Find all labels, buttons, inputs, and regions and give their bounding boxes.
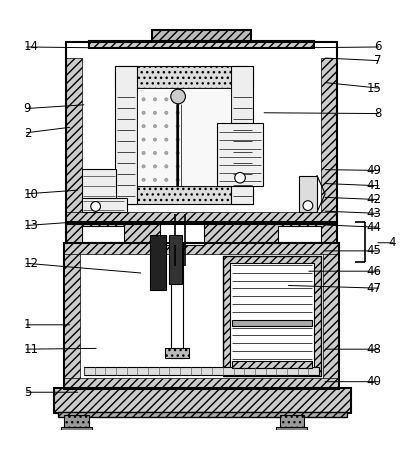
- Circle shape: [153, 98, 157, 101]
- Bar: [217, 123, 263, 186]
- Circle shape: [165, 165, 168, 168]
- Circle shape: [303, 201, 313, 211]
- Text: 12: 12: [24, 256, 39, 270]
- Text: 4: 4: [388, 236, 396, 249]
- Text: 10: 10: [24, 188, 38, 201]
- Bar: [171, 243, 182, 358]
- Bar: [82, 169, 116, 200]
- Circle shape: [176, 138, 179, 141]
- Circle shape: [176, 151, 179, 154]
- Circle shape: [165, 111, 168, 115]
- Bar: [230, 263, 314, 369]
- Bar: [231, 66, 253, 204]
- Text: 48: 48: [366, 342, 381, 356]
- Bar: [232, 320, 312, 326]
- Bar: [66, 212, 337, 225]
- Bar: [58, 412, 347, 417]
- Text: 7: 7: [374, 54, 381, 67]
- Circle shape: [153, 151, 157, 154]
- Text: 2: 2: [24, 126, 31, 140]
- Circle shape: [165, 138, 168, 141]
- Circle shape: [176, 125, 179, 128]
- Bar: [160, 222, 204, 245]
- Bar: [299, 176, 317, 212]
- Circle shape: [171, 89, 185, 104]
- Text: 41: 41: [366, 179, 381, 193]
- Bar: [61, 427, 92, 432]
- Bar: [115, 66, 253, 88]
- Bar: [323, 243, 339, 389]
- Circle shape: [176, 98, 179, 101]
- Circle shape: [142, 98, 145, 101]
- Bar: [165, 348, 189, 358]
- Text: 46: 46: [366, 265, 381, 278]
- Circle shape: [165, 125, 168, 128]
- Text: 5: 5: [24, 386, 31, 399]
- Text: 45: 45: [366, 244, 381, 257]
- Bar: [66, 222, 337, 245]
- Circle shape: [142, 151, 145, 154]
- Text: 11: 11: [24, 342, 39, 356]
- Text: 9: 9: [24, 102, 31, 115]
- Bar: [223, 255, 321, 376]
- Circle shape: [153, 165, 157, 168]
- Text: 1: 1: [24, 318, 31, 331]
- Bar: [82, 58, 321, 212]
- Text: 14: 14: [24, 40, 39, 53]
- Circle shape: [142, 111, 145, 115]
- Bar: [64, 243, 80, 389]
- Circle shape: [165, 178, 168, 181]
- Text: 6: 6: [374, 40, 381, 53]
- Bar: [80, 254, 323, 378]
- Circle shape: [165, 98, 168, 101]
- Text: 49: 49: [366, 164, 381, 177]
- Bar: [115, 66, 137, 204]
- Circle shape: [91, 202, 101, 211]
- Bar: [66, 58, 82, 225]
- Bar: [115, 186, 253, 204]
- Circle shape: [235, 173, 245, 183]
- Circle shape: [176, 178, 179, 181]
- Bar: [152, 30, 251, 41]
- Bar: [84, 367, 319, 375]
- Bar: [64, 243, 339, 389]
- Bar: [64, 415, 89, 428]
- Bar: [280, 415, 304, 428]
- Bar: [64, 243, 339, 254]
- Bar: [89, 41, 314, 48]
- Text: 8: 8: [374, 107, 381, 120]
- Text: 43: 43: [366, 207, 381, 220]
- Bar: [150, 235, 166, 290]
- Text: 15: 15: [366, 82, 381, 95]
- Text: 47: 47: [366, 282, 381, 295]
- Circle shape: [165, 151, 168, 154]
- Circle shape: [142, 178, 145, 181]
- Circle shape: [176, 111, 179, 115]
- Circle shape: [142, 125, 145, 128]
- Bar: [137, 88, 231, 186]
- Circle shape: [176, 165, 179, 168]
- Circle shape: [153, 178, 157, 181]
- Bar: [276, 427, 307, 432]
- Circle shape: [153, 125, 157, 128]
- Circle shape: [142, 165, 145, 168]
- Bar: [64, 378, 339, 389]
- Text: 44: 44: [366, 221, 381, 234]
- Text: 42: 42: [366, 193, 381, 206]
- Bar: [82, 226, 124, 241]
- Text: 13: 13: [24, 219, 38, 232]
- Bar: [82, 198, 126, 212]
- Bar: [321, 58, 337, 225]
- Bar: [66, 42, 337, 225]
- Circle shape: [153, 111, 157, 115]
- Circle shape: [142, 138, 145, 141]
- Bar: [232, 361, 312, 368]
- Text: 40: 40: [366, 375, 381, 388]
- Bar: [54, 388, 351, 413]
- Circle shape: [153, 138, 157, 141]
- Bar: [169, 235, 182, 284]
- Bar: [279, 226, 321, 241]
